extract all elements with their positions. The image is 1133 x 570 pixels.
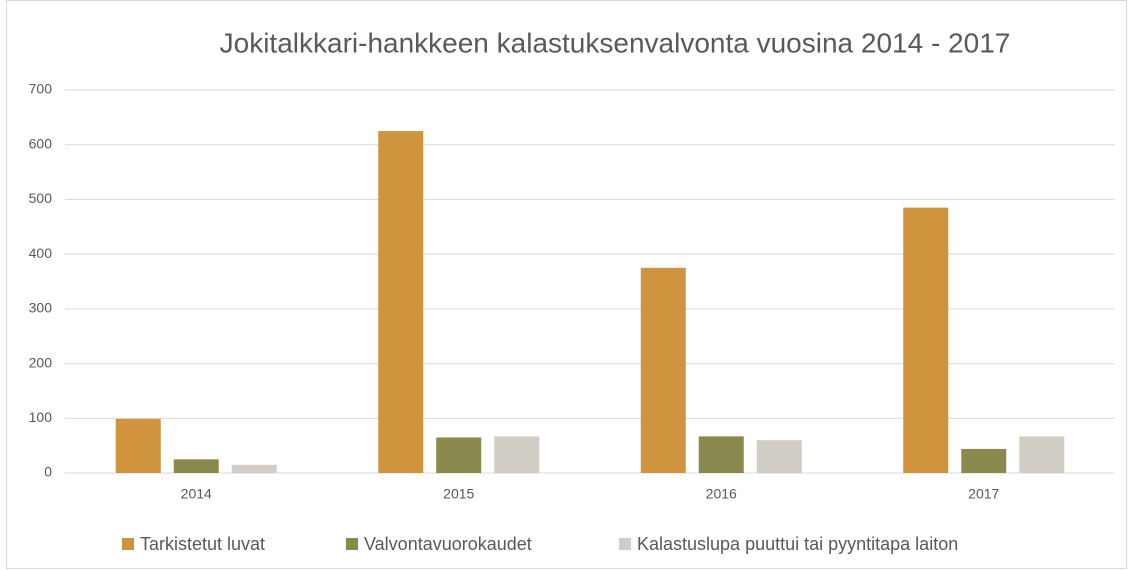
bar xyxy=(903,207,949,473)
bar xyxy=(756,440,802,473)
chart-frame xyxy=(6,0,1127,569)
bar xyxy=(961,448,1007,473)
y-tick-label: 700 xyxy=(29,81,53,97)
legend-swatch xyxy=(619,538,631,550)
legend-label: Valvontavuorokaudet xyxy=(364,534,532,554)
legend-swatch xyxy=(346,538,358,550)
legend-swatch xyxy=(122,538,134,550)
legend-label: Tarkistetut luvat xyxy=(140,534,265,554)
y-tick-label: 200 xyxy=(29,354,53,370)
x-tick-label: 2017 xyxy=(968,486,999,502)
y-tick-label: 400 xyxy=(29,245,53,261)
bar xyxy=(231,464,277,473)
y-tick-label: 500 xyxy=(29,190,53,206)
x-tick-label: 2015 xyxy=(443,486,474,502)
bar xyxy=(115,418,161,473)
y-tick-label: 0 xyxy=(44,464,52,480)
x-tick-label: 2016 xyxy=(706,486,737,502)
bar xyxy=(640,267,686,473)
bar xyxy=(173,459,219,473)
chart-title: Jokitalkkari-hankkeen kalastuksenvalvont… xyxy=(220,27,1011,58)
bar xyxy=(378,131,424,474)
y-tick-label: 600 xyxy=(29,135,53,151)
y-tick-label: 100 xyxy=(29,409,53,425)
legend-label: Kalastuslupa puuttui tai pyyntitapa lait… xyxy=(637,534,958,554)
y-tick-label: 300 xyxy=(29,300,53,316)
bar xyxy=(1019,436,1065,473)
bar xyxy=(436,437,482,473)
bar xyxy=(698,436,744,473)
x-tick-label: 2014 xyxy=(181,486,212,502)
bar xyxy=(494,436,540,473)
